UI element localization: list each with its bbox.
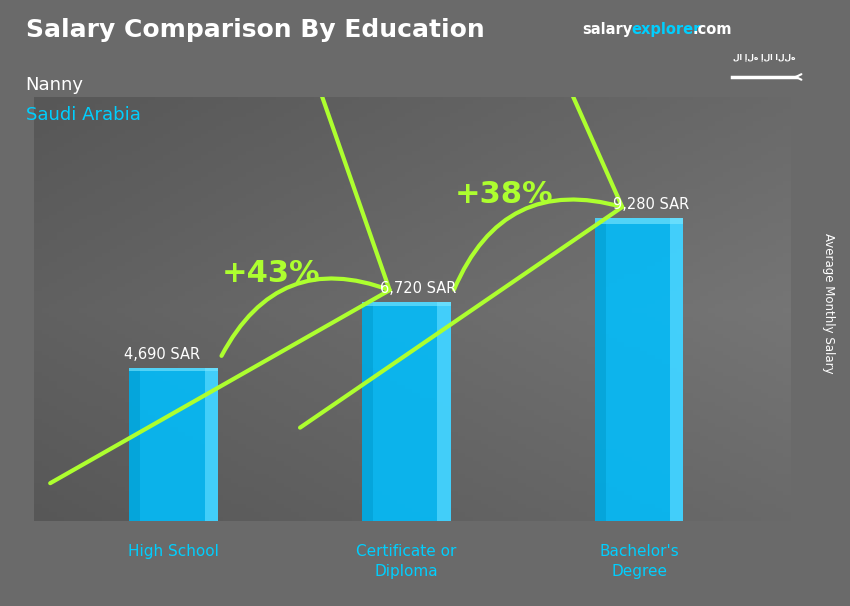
FancyArrowPatch shape [300, 0, 622, 428]
Bar [129, 368, 218, 521]
Bar [595, 218, 683, 521]
Text: 6,720 SAR: 6,720 SAR [380, 281, 456, 296]
Bar [205, 368, 218, 521]
Bar [670, 218, 683, 521]
Bar [438, 302, 450, 521]
Text: 4,690 SAR: 4,690 SAR [124, 347, 200, 362]
Text: 9,280 SAR: 9,280 SAR [613, 198, 689, 213]
Text: لا إله إلا الله: لا إله إلا الله [733, 52, 796, 61]
Text: .com: .com [693, 22, 732, 38]
Bar [362, 302, 450, 306]
Text: Average Monthly Salary: Average Monthly Salary [822, 233, 836, 373]
Bar [362, 302, 450, 521]
Text: Salary Comparison By Education: Salary Comparison By Education [26, 18, 484, 42]
Text: salary: salary [582, 22, 632, 38]
Text: +43%: +43% [222, 259, 320, 288]
Text: Certificate or
Diploma: Certificate or Diploma [356, 544, 456, 579]
FancyArrowPatch shape [50, 0, 389, 483]
Bar [362, 302, 373, 521]
Bar [595, 218, 605, 521]
Text: Saudi Arabia: Saudi Arabia [26, 106, 140, 124]
Text: +38%: +38% [455, 181, 553, 209]
Text: explorer: explorer [632, 22, 701, 38]
Bar [129, 368, 218, 371]
Text: High School: High School [128, 544, 219, 559]
Bar [129, 368, 140, 521]
Text: Nanny: Nanny [26, 76, 83, 94]
Bar [595, 218, 683, 224]
Text: Bachelor's
Degree: Bachelor's Degree [599, 544, 679, 579]
